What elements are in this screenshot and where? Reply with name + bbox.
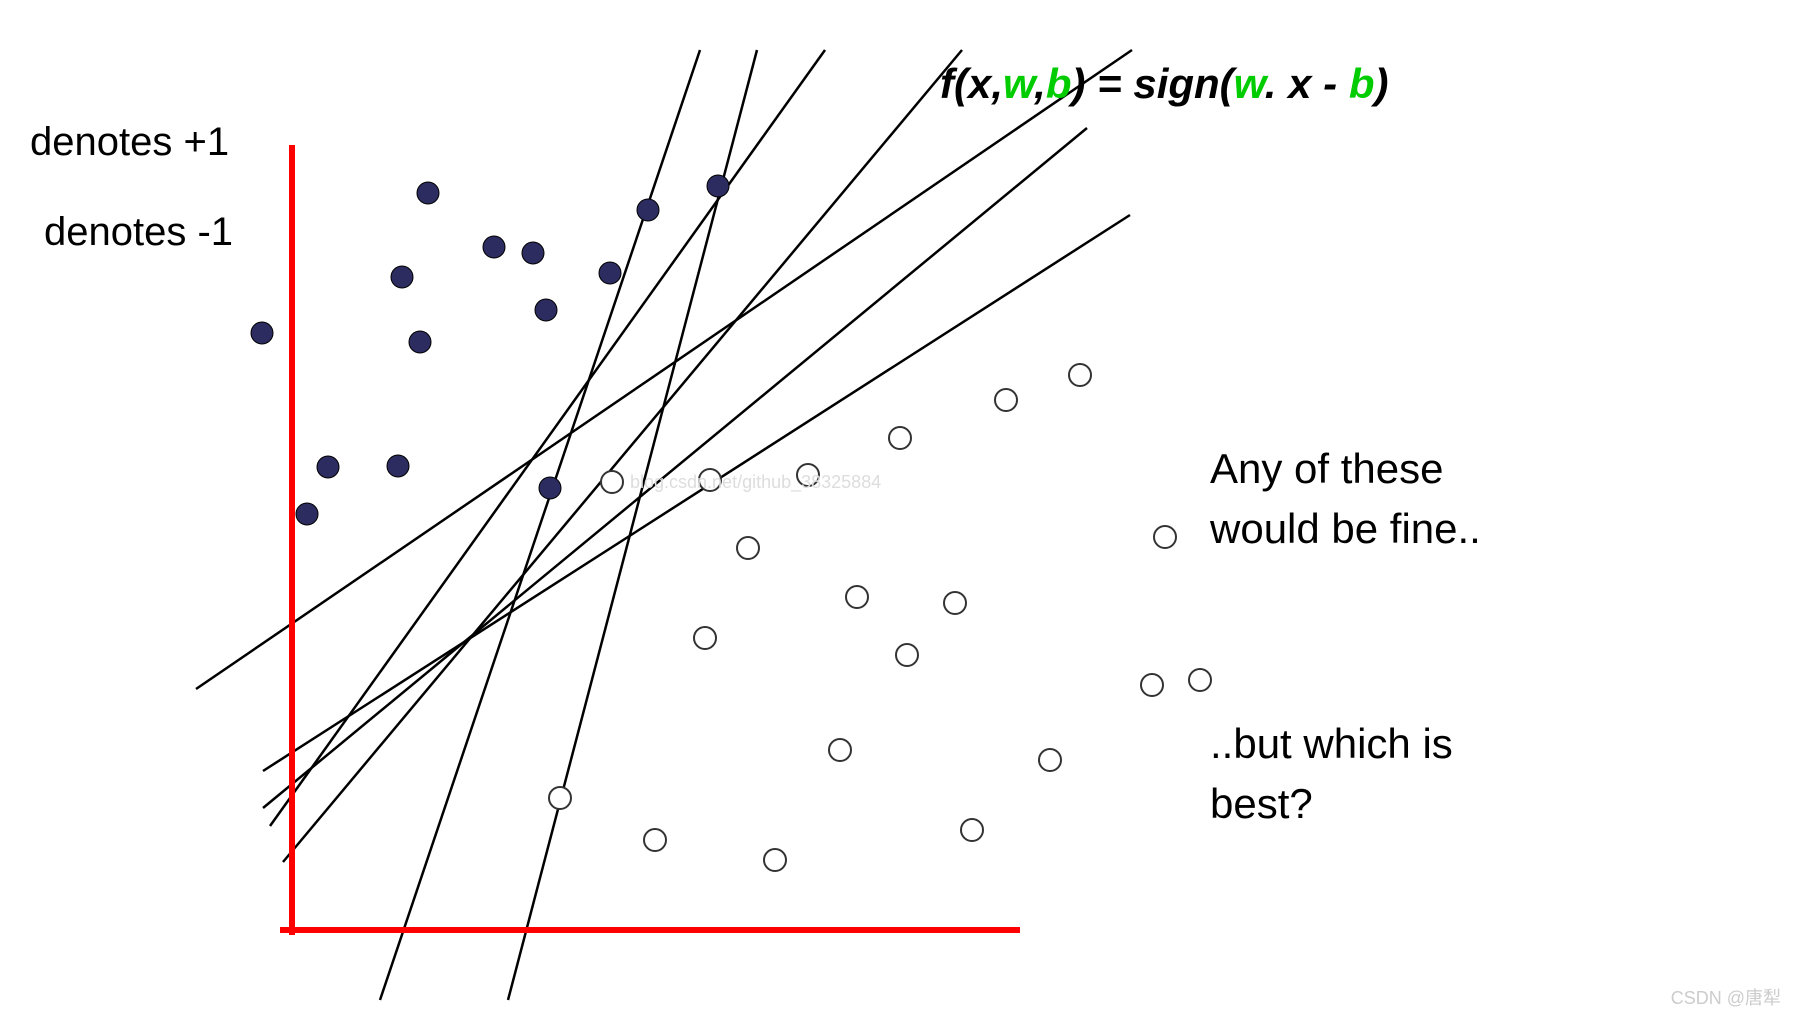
separator-line (283, 50, 962, 862)
separator-line (196, 50, 1132, 689)
point-minus (1069, 364, 1091, 386)
point-minus (644, 829, 666, 851)
point-plus (296, 503, 318, 525)
svm-diagram (0, 0, 1796, 1020)
svm-formula: f(x,w,b) = sign(w. x - b) (940, 60, 1388, 108)
csdn-credit: CSDN @唐犁 (1671, 984, 1781, 1010)
point-plus (535, 299, 557, 321)
point-minus (829, 739, 851, 761)
point-plus (539, 477, 561, 499)
point-minus (764, 849, 786, 871)
point-plus (251, 322, 273, 344)
point-plus (387, 455, 409, 477)
point-plus (417, 182, 439, 204)
legend-plus-label: denotes +1 (30, 120, 229, 165)
point-minus (995, 389, 1017, 411)
point-minus (601, 471, 623, 493)
annotation-best-line2: best? (1210, 780, 1313, 828)
point-plus (637, 199, 659, 221)
separator-line (263, 215, 1130, 771)
point-minus (1189, 669, 1211, 691)
annotation-fine-line1: Any of these (1210, 445, 1443, 493)
point-plus (317, 456, 339, 478)
annotation-fine-line2: would be fine.. (1210, 505, 1481, 553)
point-plus (599, 262, 621, 284)
point-minus (737, 537, 759, 559)
separator-line (270, 50, 825, 826)
point-minus (896, 644, 918, 666)
point-minus (944, 592, 966, 614)
legend-minus-label: denotes -1 (44, 210, 233, 255)
point-minus (1154, 526, 1176, 548)
point-plus (409, 331, 431, 353)
point-plus (483, 236, 505, 258)
annotation-best-line1: ..but which is (1210, 720, 1453, 768)
point-minus (549, 787, 571, 809)
point-plus (707, 175, 729, 197)
csdn-watermark: blog.csdn.net/github_38325884 (630, 472, 881, 493)
separator-line (263, 128, 1087, 808)
point-minus (694, 627, 716, 649)
point-minus (846, 586, 868, 608)
point-minus (889, 427, 911, 449)
point-plus (391, 266, 413, 288)
point-minus (1039, 749, 1061, 771)
point-plus (522, 242, 544, 264)
point-minus (961, 819, 983, 841)
point-minus (1141, 674, 1163, 696)
